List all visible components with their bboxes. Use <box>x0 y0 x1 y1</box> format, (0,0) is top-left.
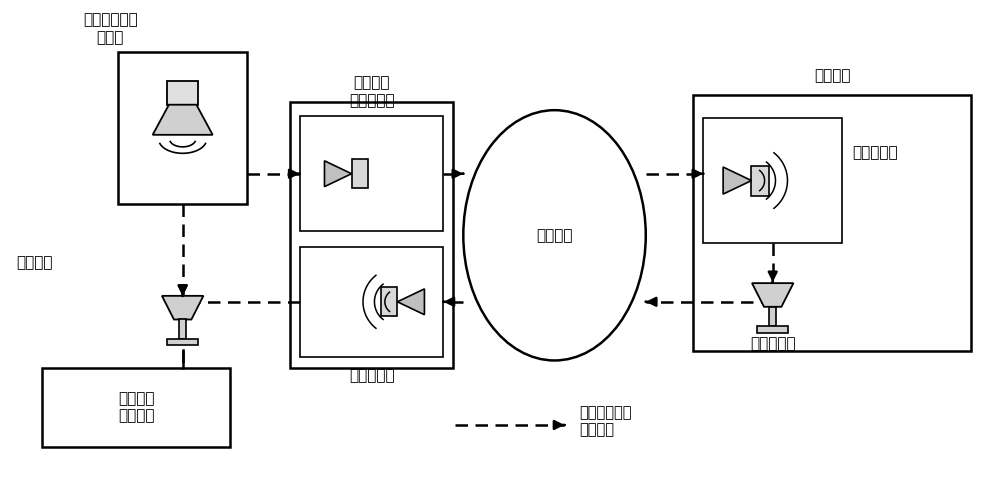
Bar <box>751 166 769 196</box>
Polygon shape <box>162 296 203 320</box>
Bar <box>703 118 842 243</box>
Text: 远端扬声器: 远端扬声器 <box>852 145 898 160</box>
Polygon shape <box>153 105 213 135</box>
Text: 信号处理
结果输出: 信号处理 结果输出 <box>118 391 154 423</box>
Bar <box>118 52 247 204</box>
Bar <box>693 95 971 351</box>
Polygon shape <box>397 289 424 315</box>
Bar <box>290 102 453 368</box>
Text: 音频测试信号
发生器: 音频测试信号 发生器 <box>83 12 138 45</box>
Bar <box>300 116 443 231</box>
Bar <box>381 288 397 316</box>
Text: 本地麦克风: 本地麦克风 <box>349 93 394 108</box>
Bar <box>769 307 776 326</box>
Bar <box>352 159 368 188</box>
Ellipse shape <box>463 110 646 360</box>
Polygon shape <box>752 283 793 307</box>
Bar <box>757 326 788 333</box>
Text: 本地扬声器: 本地扬声器 <box>349 368 394 384</box>
Text: 音频测试信号
传输方向: 音频测试信号 传输方向 <box>579 405 632 437</box>
Text: 测量装置: 测量装置 <box>16 255 53 270</box>
Bar <box>42 368 230 446</box>
Text: 远端终端: 远端终端 <box>814 68 850 83</box>
Text: 本地终端: 本地终端 <box>353 76 390 91</box>
Polygon shape <box>324 161 352 187</box>
Text: 远端麦克风: 远端麦克风 <box>750 336 796 351</box>
Bar <box>179 320 186 339</box>
Bar <box>167 339 198 345</box>
Text: 传输网络: 传输网络 <box>536 228 573 243</box>
Polygon shape <box>723 167 751 194</box>
Bar <box>300 247 443 357</box>
Bar <box>167 81 198 105</box>
